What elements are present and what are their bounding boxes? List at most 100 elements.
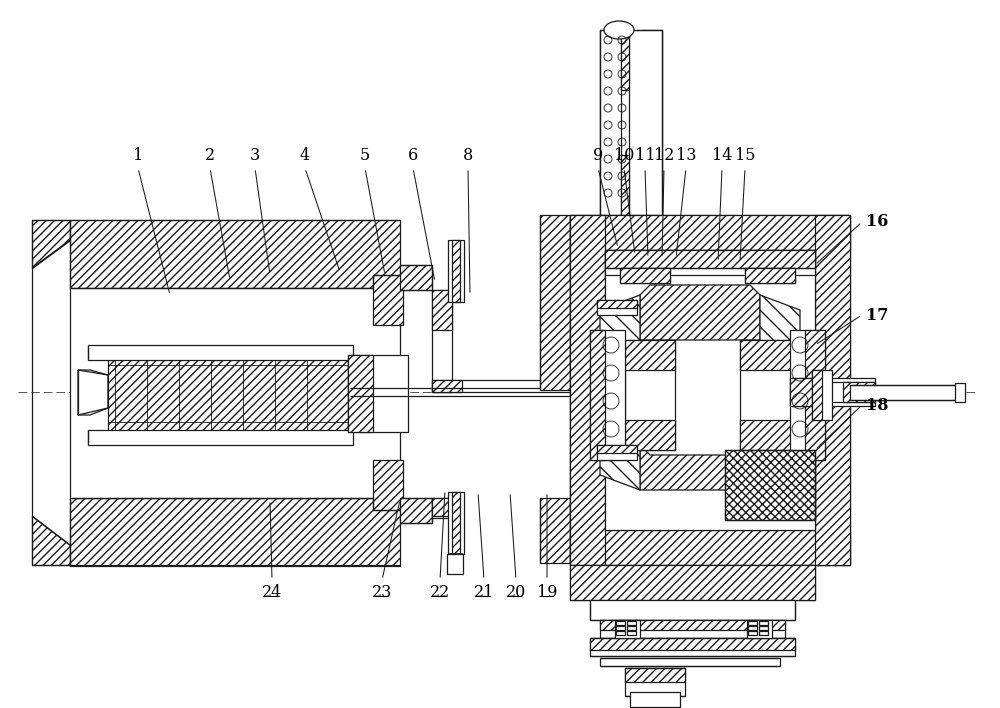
Bar <box>759 621 768 625</box>
Bar <box>759 626 768 630</box>
Text: 12: 12 <box>654 147 674 164</box>
Bar <box>630 692 680 707</box>
Bar <box>590 330 625 460</box>
Polygon shape <box>640 445 760 490</box>
Bar <box>600 620 785 630</box>
Bar <box>590 638 795 650</box>
Bar <box>452 240 460 302</box>
Text: 14: 14 <box>712 147 732 164</box>
Bar <box>790 330 825 460</box>
Bar <box>790 378 825 406</box>
Text: 16: 16 <box>866 214 888 231</box>
Bar <box>70 220 400 288</box>
Bar <box>627 626 636 630</box>
Polygon shape <box>600 430 640 490</box>
Text: 10: 10 <box>614 147 634 164</box>
Bar <box>448 240 464 302</box>
Bar <box>627 621 636 625</box>
Polygon shape <box>32 516 70 565</box>
Bar <box>570 565 815 600</box>
Bar <box>748 621 757 625</box>
Bar <box>432 498 452 518</box>
Bar <box>825 382 875 402</box>
Bar <box>625 668 685 696</box>
Bar <box>748 626 757 630</box>
Polygon shape <box>760 410 800 490</box>
Polygon shape <box>640 285 760 340</box>
Bar <box>725 450 815 520</box>
Bar <box>373 460 403 510</box>
Text: 17: 17 <box>866 307 888 324</box>
Bar <box>597 445 637 453</box>
Bar <box>70 288 400 498</box>
Bar <box>590 330 605 460</box>
Bar <box>540 498 570 563</box>
Bar <box>88 430 353 445</box>
Bar <box>621 30 629 215</box>
Bar <box>955 383 965 402</box>
Bar <box>748 631 757 635</box>
Polygon shape <box>600 295 640 355</box>
Bar <box>725 450 815 520</box>
Bar <box>745 268 795 283</box>
Text: 5: 5 <box>360 147 370 164</box>
Bar <box>642 30 662 215</box>
Bar <box>373 275 403 325</box>
Bar <box>600 658 780 666</box>
Bar <box>625 340 675 450</box>
Bar <box>400 498 432 523</box>
Bar <box>790 378 875 406</box>
Text: 23: 23 <box>372 584 392 601</box>
Bar <box>432 290 452 330</box>
Text: 8: 8 <box>463 147 473 164</box>
Bar <box>621 30 629 90</box>
Bar <box>805 330 825 460</box>
Text: 19: 19 <box>537 584 557 601</box>
Bar <box>740 420 795 450</box>
Bar <box>745 268 795 283</box>
Bar <box>448 492 464 554</box>
Bar <box>597 300 637 308</box>
Bar <box>815 215 850 565</box>
Bar <box>616 626 625 630</box>
Bar <box>432 498 452 516</box>
Bar <box>597 445 637 460</box>
Bar <box>600 30 662 215</box>
Text: 15: 15 <box>735 147 755 164</box>
Bar <box>570 215 850 565</box>
Bar <box>620 268 670 283</box>
Bar <box>432 380 572 392</box>
Bar <box>850 385 960 400</box>
Bar <box>616 631 625 635</box>
Bar <box>108 355 348 431</box>
Text: 11: 11 <box>635 147 655 164</box>
Text: 20: 20 <box>506 584 526 601</box>
Ellipse shape <box>604 21 634 39</box>
Text: 24: 24 <box>262 584 282 601</box>
Bar <box>570 215 605 565</box>
Bar <box>400 265 432 290</box>
Bar <box>621 155 629 215</box>
Bar <box>740 340 795 450</box>
Bar <box>605 250 815 268</box>
Text: 21: 21 <box>474 584 494 601</box>
Bar <box>597 300 637 315</box>
Polygon shape <box>32 220 70 268</box>
Bar <box>625 340 675 370</box>
Bar <box>605 250 815 275</box>
Bar <box>432 380 462 392</box>
Bar <box>605 250 815 530</box>
Bar <box>625 668 685 682</box>
Bar <box>452 492 460 554</box>
Bar <box>540 215 570 390</box>
Bar <box>740 340 795 370</box>
Bar <box>812 370 822 420</box>
Bar <box>843 382 875 402</box>
Bar <box>627 631 636 635</box>
Bar <box>348 355 408 432</box>
Bar <box>570 530 850 565</box>
Bar <box>600 30 620 215</box>
Text: 9: 9 <box>593 147 603 164</box>
Bar <box>812 370 832 420</box>
Bar <box>447 554 463 574</box>
